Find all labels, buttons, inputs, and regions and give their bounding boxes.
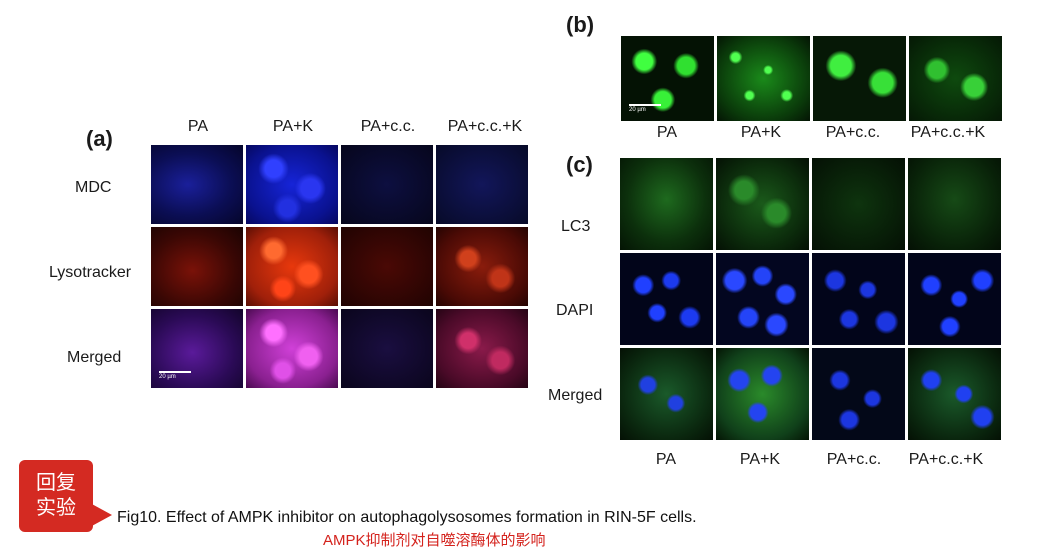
figure-caption: Fig10. Effect of AMPK inhibitor on autop… xyxy=(117,509,697,526)
micrograph-lc3-pa-k xyxy=(716,158,809,250)
micrograph-merged-pa: 20 µm xyxy=(151,309,243,388)
micrograph-mdc-pa-cc xyxy=(341,145,433,224)
micrograph-lysotracker-pa-k xyxy=(246,227,338,306)
micrograph-mdc-pa-k xyxy=(246,145,338,224)
panel-b-letter: (b) xyxy=(566,12,595,37)
micrograph-merged-pa-cc xyxy=(341,309,433,388)
panel-b-image-grid: 20 µm xyxy=(621,36,1002,121)
panel-a-letter: (a) xyxy=(86,126,113,151)
micrograph-gfp-pa-cc xyxy=(813,36,906,121)
micrograph-lysotracker-pa xyxy=(151,227,243,306)
micrograph-merged-pa-cc-k xyxy=(436,309,528,388)
panel-a-col-label: PA xyxy=(187,118,209,135)
micrograph-mdc-pa-cc-k xyxy=(436,145,528,224)
panel-c-col-label: PA+c.c. xyxy=(826,451,882,468)
panel-c-col-label: PA+K xyxy=(739,451,781,468)
micrograph-dapi-pa-cc xyxy=(812,253,905,345)
panel-a-row-label: MDC xyxy=(75,179,112,196)
panel-c-row-label: DAPI xyxy=(556,302,594,319)
panel-c-image-grid xyxy=(620,158,1001,440)
micrograph-merged-c-pa-cc xyxy=(812,348,905,440)
panel-a-image-grid: 20 µm xyxy=(151,145,528,388)
panel-b-col-label: PA+K xyxy=(740,124,782,141)
micrograph-lc3-pa-cc-k xyxy=(908,158,1001,250)
panel-b-col-label: PA+c.c.+K xyxy=(910,124,986,141)
micrograph-gfp-pa-k xyxy=(717,36,810,121)
panel-a-col-label: PA+c.c. xyxy=(360,118,416,135)
scale-bar: 20 µm xyxy=(159,371,191,380)
micrograph-merged-c-pa xyxy=(620,348,713,440)
scale-bar: 20 µm xyxy=(629,104,661,113)
micrograph-merged-c-pa-k xyxy=(716,348,809,440)
badge-text: 回复实验 xyxy=(36,472,76,519)
micrograph-gfp-pa: 20 µm xyxy=(621,36,714,121)
reply-experiment-badge: 回复实验 xyxy=(19,460,93,532)
panel-a-col-label: PA+K xyxy=(272,118,314,135)
panel-c-row-label: Merged xyxy=(548,387,603,404)
panel-a-col-label: PA+c.c.+K xyxy=(447,118,523,135)
micrograph-gfp-pa-cc-k xyxy=(909,36,1002,121)
micrograph-dapi-pa-cc-k xyxy=(908,253,1001,345)
panel-c-letter: (c) xyxy=(566,152,593,177)
micrograph-mdc-pa xyxy=(151,145,243,224)
panel-a-row-label: Lysotracker xyxy=(49,264,132,281)
panel-c-col-label: PA xyxy=(655,451,677,468)
micrograph-lc3-pa xyxy=(620,158,713,250)
micrograph-merged-pa-k xyxy=(246,309,338,388)
micrograph-lysotracker-pa-cc-k xyxy=(436,227,528,306)
panel-a-row-label: Merged xyxy=(67,349,122,366)
micrograph-lc3-pa-cc xyxy=(812,158,905,250)
micrograph-dapi-pa xyxy=(620,253,713,345)
micrograph-lysotracker-pa-cc xyxy=(341,227,433,306)
badge-pointer xyxy=(90,503,112,527)
panel-c-col-label: PA+c.c.+K xyxy=(908,451,984,468)
panel-c-row-label: LC3 xyxy=(561,218,591,235)
panel-b-col-label: PA xyxy=(656,124,678,141)
micrograph-merged-c-pa-cc-k xyxy=(908,348,1001,440)
micrograph-dapi-pa-k xyxy=(716,253,809,345)
figure-caption-chinese: AMPK抑制剂对自噬溶酶体的影响 xyxy=(323,532,546,549)
panel-b-col-label: PA+c.c. xyxy=(825,124,881,141)
